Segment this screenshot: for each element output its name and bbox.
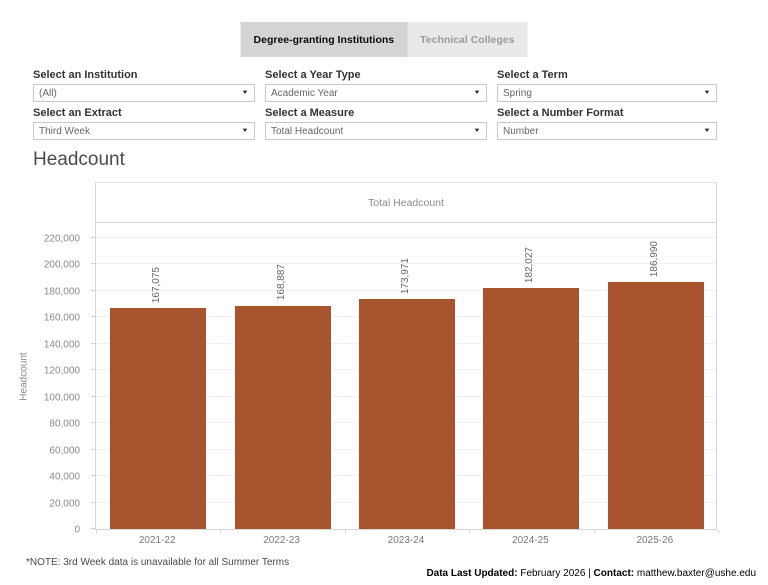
filter-year-type-label: Select a Year Type — [265, 69, 361, 81]
filter-extract-label: Select an Extract — [33, 107, 122, 119]
x-tick-label: 2021-22 — [138, 535, 176, 546]
page-title: Headcount — [33, 149, 125, 170]
bar-2022-23[interactable] — [234, 305, 331, 529]
chevron-down-icon: ▼ — [241, 128, 249, 134]
chevron-down-icon: ▼ — [241, 90, 249, 96]
chart-plot: 167,075 168,887 173,971 182,027 186,990 — [91, 223, 719, 533]
y-tick-label: 160,000 — [43, 312, 80, 324]
bar-value-label: 173,971 — [400, 257, 411, 294]
gridline — [96, 289, 716, 291]
filter-measure-label: Select a Measure — [265, 107, 355, 119]
y-tick-mark — [91, 289, 96, 291]
chevron-down-icon: ▼ — [703, 90, 711, 96]
y-tick-mark — [91, 395, 96, 397]
y-tick-label: 80,000 — [49, 418, 80, 430]
y-tick-label: 220,000 — [43, 233, 80, 245]
tab-degree-granting-institutions[interactable]: Degree-granting Institutions — [240, 22, 408, 57]
x-boundary-tick — [469, 529, 471, 533]
filter-extract-dropdown[interactable]: Third Week ▼ — [33, 122, 255, 140]
filter-measure-value: Total Headcount — [271, 125, 344, 137]
y-tick-mark — [91, 263, 96, 265]
bar-value-label: 168,887 — [275, 264, 287, 301]
bar-value-label: 182,027 — [524, 247, 536, 284]
x-boundary-tick — [96, 529, 97, 533]
filter-institution-label: Select an Institution — [33, 69, 138, 81]
x-tick-label: 2025-26 — [636, 535, 674, 546]
y-tick-mark — [91, 501, 96, 503]
y-tick-mark — [91, 369, 96, 371]
filter-measure: Select a Measure Total Headcount ▼ — [265, 107, 487, 140]
bar-2021-22[interactable] — [110, 308, 207, 529]
filter-year-type: Select a Year Type Academic Year ▼ — [265, 69, 487, 102]
gridline — [96, 263, 716, 265]
footnote: *NOTE: 3rd Week data is unavailable for … — [26, 557, 290, 568]
tab-technical-colleges[interactable]: Technical Colleges — [407, 22, 528, 57]
y-tick-mark — [91, 316, 96, 318]
x-tick-label: 2022-23 — [263, 535, 300, 546]
filter-term-dropdown[interactable]: Spring ▼ — [497, 84, 717, 102]
y-tick-label: 200,000 — [43, 259, 80, 271]
y-tick-mark — [91, 342, 96, 344]
chevron-down-icon: ▼ — [703, 128, 711, 134]
filter-term-value: Spring — [503, 87, 532, 99]
footer-contact-label: Contact: — [593, 568, 635, 579]
tab-bar: Degree-granting Institutions Technical C… — [240, 22, 528, 57]
y-tick-mark — [91, 448, 96, 450]
filter-extract: Select an Extract Third Week ▼ — [33, 107, 255, 140]
x-axis: 2021-22 2022-23 2023-24 2024-25 2025-26 — [95, 535, 717, 549]
y-tick-label: 180,000 — [43, 286, 80, 298]
y-axis: 0 20,000 40,000 60,000 80,000 100,000 120,000 1… — [38, 223, 88, 536]
filter-measure-dropdown[interactable]: Total Headcount ▼ — [265, 122, 487, 140]
x-tick-label: 2024-25 — [512, 535, 549, 546]
filter-extract-value: Third Week — [39, 125, 90, 137]
footer: Data Last Updated: February 2026 | Conta… — [426, 568, 756, 579]
footer-updated-label: Data Last Updated: — [426, 568, 518, 579]
filter-number-format-label: Select a Number Format — [497, 107, 624, 119]
x-boundary-tick — [718, 529, 719, 533]
filter-term: Select a Term Spring ▼ — [497, 69, 717, 102]
y-tick-mark — [91, 475, 96, 477]
bar-2024-25[interactable] — [483, 288, 580, 529]
gridline — [96, 237, 716, 238]
filter-term-label: Select a Term — [497, 69, 568, 81]
filter-number-format: Select a Number Format Number ▼ — [497, 107, 717, 140]
filter-number-format-value: Number — [503, 125, 539, 137]
footer-updated-value: February 2026 | — [517, 568, 594, 579]
filter-number-format-dropdown[interactable]: Number ▼ — [497, 122, 717, 140]
filter-institution: Select an Institution (All) ▼ — [33, 69, 255, 102]
filter-institution-value: (All) — [39, 87, 57, 99]
y-tick-mark — [91, 422, 96, 424]
x-tick-label: 2023-24 — [387, 535, 425, 546]
y-tick-label: 100,000 — [43, 392, 80, 404]
filter-year-type-dropdown[interactable]: Academic Year ▼ — [265, 84, 487, 102]
y-tick-label: 20,000 — [49, 498, 80, 510]
bar-2023-24[interactable] — [359, 298, 455, 529]
bar-2025-26[interactable] — [607, 281, 704, 529]
filter-year-type-value: Academic Year — [271, 87, 338, 99]
x-boundary-tick — [593, 529, 595, 533]
y-tick-label: 60,000 — [49, 445, 80, 457]
y-tick-label: 140,000 — [43, 339, 80, 351]
footer-contact-value: matthew.baxter@ushe.edu — [634, 568, 756, 579]
y-tick-label: 120,000 — [43, 365, 80, 377]
x-boundary-tick — [344, 529, 346, 533]
filter-institution-dropdown[interactable]: (All) ▼ — [33, 84, 255, 102]
y-tick-label: 0 — [74, 524, 80, 536]
column-header: Total Headcount — [95, 182, 717, 223]
x-boundary-tick — [220, 529, 222, 533]
chevron-down-icon: ▼ — [473, 128, 481, 134]
y-tick-label: 40,000 — [49, 471, 80, 483]
chevron-down-icon: ▼ — [473, 90, 481, 96]
y-tick-mark — [91, 237, 96, 238]
y-tick-mark — [91, 528, 96, 529]
bar-value-label: 167,075 — [151, 266, 163, 304]
bar-value-label: 186,990 — [648, 240, 660, 277]
